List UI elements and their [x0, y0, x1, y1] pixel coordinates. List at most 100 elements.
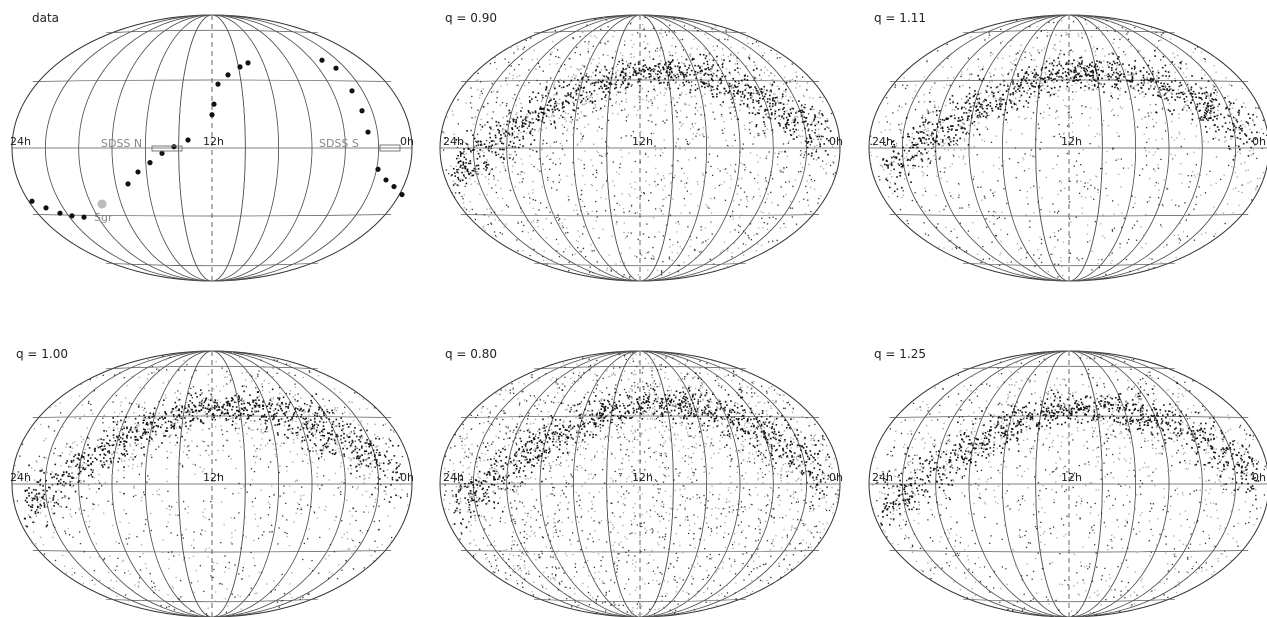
data-point — [81, 214, 87, 220]
debris-star — [518, 181, 521, 184]
stream-star — [708, 74, 710, 76]
debris-star — [1183, 214, 1185, 217]
debris-star — [1038, 127, 1040, 130]
stream-star — [794, 118, 796, 120]
stream-star — [786, 121, 789, 124]
stream-star — [679, 66, 681, 68]
debris-star — [758, 188, 760, 190]
debris-star — [1121, 26, 1123, 29]
envelope-star — [515, 146, 517, 149]
stream-star — [977, 93, 980, 96]
debris-star — [1226, 203, 1229, 205]
envelope-star — [906, 152, 908, 155]
stream-star — [658, 82, 661, 85]
stream-star — [466, 169, 468, 172]
debris-star — [1033, 75, 1035, 77]
stream-star — [600, 107, 602, 110]
debris-star — [1173, 234, 1175, 236]
stream-star — [814, 116, 816, 119]
debris-star — [552, 181, 554, 183]
debris-star — [1109, 92, 1112, 94]
debris-star — [506, 83, 509, 86]
envelope-star — [694, 74, 697, 76]
debris-star — [1080, 180, 1082, 182]
debris-star — [807, 199, 809, 201]
stream-star — [1080, 63, 1083, 65]
debris-star — [987, 147, 989, 149]
envelope-star — [1184, 103, 1187, 106]
debris-star — [1027, 106, 1029, 108]
stream-star — [1122, 63, 1124, 65]
debris-star — [627, 75, 629, 78]
debris-star — [1186, 153, 1189, 155]
stream-star — [744, 89, 747, 91]
stream-star — [967, 115, 969, 118]
debris-star — [953, 155, 955, 157]
stream-star — [1245, 121, 1248, 123]
debris-star — [1081, 32, 1083, 34]
stream-star — [1153, 88, 1155, 90]
envelope-star — [1055, 92, 1057, 95]
debris-star — [493, 178, 495, 181]
stream-star — [1140, 86, 1142, 89]
envelope-star — [665, 88, 668, 91]
stream-star — [1101, 77, 1103, 80]
stream-star — [969, 97, 971, 99]
debris-star — [683, 25, 685, 27]
debris-star — [1090, 184, 1092, 186]
envelope-star — [730, 86, 732, 88]
stream-star — [1182, 93, 1184, 96]
stream-star — [451, 174, 453, 176]
stream-star — [1086, 69, 1089, 72]
debris-star — [902, 194, 905, 196]
stream-star — [1051, 79, 1053, 82]
debris-star — [896, 195, 899, 198]
envelope-star — [1091, 84, 1093, 87]
stream-star — [731, 97, 734, 99]
debris-star — [1023, 159, 1025, 161]
debris-star — [1040, 254, 1042, 256]
stream-star — [800, 111, 803, 114]
stream-star — [908, 150, 910, 152]
debris-star — [813, 120, 815, 122]
debris-star — [577, 213, 579, 215]
envelope-star — [1015, 91, 1018, 94]
ra-label-0h: 0h — [400, 135, 414, 148]
stream-star — [819, 143, 821, 145]
debris-star — [686, 116, 688, 118]
envelope-star — [769, 113, 771, 115]
envelope-star — [815, 159, 818, 161]
debris-star — [968, 86, 971, 89]
debris-star — [614, 83, 616, 85]
debris-star — [1180, 63, 1182, 65]
stream-star — [638, 69, 641, 72]
stream-star — [1092, 74, 1094, 77]
debris-star — [532, 220, 535, 222]
stream-star — [688, 81, 690, 84]
envelope-star — [1042, 84, 1044, 86]
debris-star — [713, 49, 715, 52]
debris-star — [1254, 144, 1256, 146]
debris-star — [1252, 153, 1254, 155]
debris-star — [1057, 230, 1060, 232]
debris-star — [665, 74, 667, 77]
stream-star — [719, 78, 722, 80]
debris-star — [938, 210, 941, 213]
debris-star — [923, 101, 926, 103]
envelope-star — [545, 127, 547, 129]
debris-star — [924, 233, 927, 235]
envelope-star — [786, 103, 788, 106]
debris-star — [740, 177, 743, 179]
debris-star — [812, 148, 814, 151]
stream-star — [807, 153, 810, 155]
envelope-star — [652, 132, 655, 134]
debris-star — [574, 118, 576, 120]
debris-star — [779, 57, 781, 59]
stream-star — [1039, 85, 1041, 88]
panel-data: SDSS N SDSS S Sgr data 24h 12h 0h — [10, 11, 414, 282]
stream-star — [912, 146, 914, 149]
debris-star — [576, 119, 578, 121]
envelope-star — [539, 128, 541, 130]
debris-star — [690, 239, 692, 241]
debris-star — [596, 150, 598, 152]
